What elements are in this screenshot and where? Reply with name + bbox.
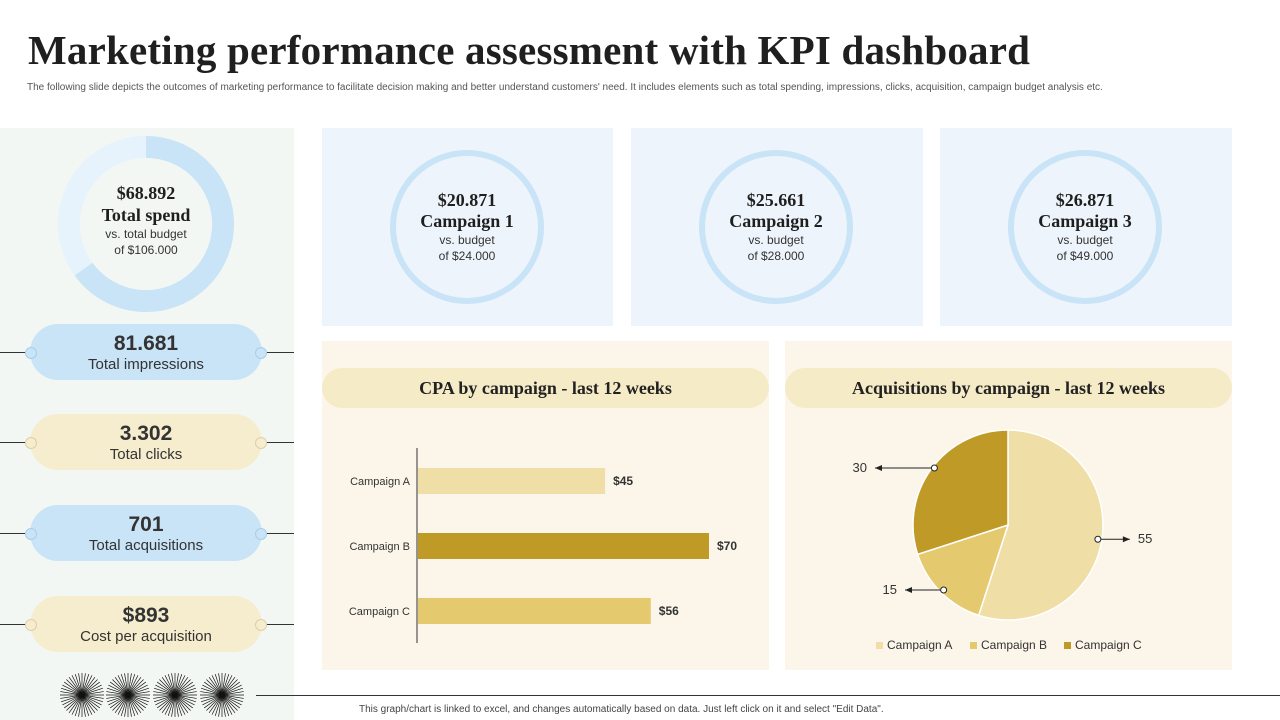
metric-label: Cost per acquisition bbox=[80, 628, 212, 645]
leader-dot bbox=[1094, 535, 1102, 543]
total-spend-sub1: vs. total budget bbox=[105, 227, 187, 241]
pill-dot bbox=[25, 619, 37, 631]
total-spend-sub2: of $106.000 bbox=[114, 243, 178, 257]
bar bbox=[418, 598, 651, 624]
campaign-sub1: vs. budget bbox=[748, 233, 804, 247]
campaign-sub2: of $24.000 bbox=[438, 249, 496, 263]
category-label: Campaign C bbox=[349, 606, 410, 618]
data-label: 15 bbox=[883, 582, 897, 597]
campaign-ring bbox=[390, 150, 544, 304]
campaign-name: Campaign 1 bbox=[420, 211, 514, 231]
page-title: Marketing performance assessment with KP… bbox=[28, 27, 1031, 73]
total-spend-value: $68.892 bbox=[116, 183, 176, 203]
legend-swatch bbox=[970, 642, 977, 649]
leader-dot bbox=[940, 586, 948, 594]
cpa-chart-title: CPA by campaign - last 12 weeks bbox=[322, 368, 769, 408]
data-label: $70 bbox=[717, 539, 737, 553]
metric-cost-per-acquisition: $893 Cost per acquisition bbox=[25, 596, 267, 652]
campaign-value: $25.661 bbox=[746, 190, 806, 210]
legend-swatch bbox=[1064, 642, 1071, 649]
campaign-value: $26.871 bbox=[1055, 190, 1115, 210]
legend-label: Campaign C bbox=[1075, 638, 1142, 652]
data-label: $56 bbox=[659, 604, 679, 618]
leader-arrow bbox=[1122, 536, 1130, 543]
campaign-sub2: of $49.000 bbox=[1056, 249, 1114, 263]
legend-swatch bbox=[876, 642, 883, 649]
metric-value: 701 bbox=[128, 513, 164, 536]
metric-label: Total acquisitions bbox=[88, 537, 204, 554]
campaign-card-text: $20.871 Campaign 1 vs. budget of $24.000 bbox=[402, 190, 532, 264]
campaign-sub1: vs. budget bbox=[1057, 233, 1113, 247]
campaign-ring bbox=[699, 150, 853, 304]
campaign-name: Campaign 3 bbox=[1038, 211, 1132, 231]
bar bbox=[418, 468, 606, 494]
campaign-sub1: vs. budget bbox=[439, 233, 495, 247]
campaign-card-text: $25.661 Campaign 2 vs. budget of $28.000 bbox=[711, 190, 841, 264]
starburst-icon bbox=[153, 673, 197, 717]
data-label: $45 bbox=[613, 474, 633, 488]
metric-value: 3.302 bbox=[119, 422, 173, 445]
category-label: Campaign B bbox=[349, 541, 410, 553]
campaign-card-text: $26.871 Campaign 3 vs. budget of $49.000 bbox=[1020, 190, 1150, 264]
campaign-3-card: $26.871 Campaign 3 vs. budget of $49.000 bbox=[940, 128, 1232, 326]
metric-clicks: 3.302 Total clicks bbox=[25, 414, 267, 470]
metric-label: Total impressions bbox=[88, 356, 204, 373]
metric-value: 81.681 bbox=[113, 332, 179, 355]
total-spend-label: Total spend bbox=[101, 205, 191, 225]
legend-label: Campaign A bbox=[887, 638, 953, 652]
pill-dot bbox=[25, 437, 37, 449]
footer-note: This graph/chart is linked to excel, and… bbox=[359, 704, 884, 715]
acquisitions-chart-title: Acquisitions by campaign - last 12 weeks bbox=[785, 368, 1232, 408]
campaign-sub2: of $28.000 bbox=[747, 249, 805, 263]
footer-divider bbox=[256, 695, 1280, 696]
legend-item-campaign-c: Campaign C bbox=[1064, 638, 1142, 652]
leader-arrow bbox=[905, 587, 912, 593]
cpa-bar-chart: Campaign A $45 Campaign B $70 Campaign C $56 bbox=[349, 448, 737, 643]
metric-label: Total clicks bbox=[109, 446, 183, 463]
campaign-2-card: $25.661 Campaign 2 vs. budget of $28.000 bbox=[631, 128, 923, 326]
legend-item-campaign-a: Campaign A bbox=[876, 638, 952, 652]
decorative-starbursts bbox=[60, 673, 244, 717]
legend-label: Campaign B bbox=[981, 638, 1048, 652]
pill-dot bbox=[25, 347, 37, 359]
pill-dot bbox=[255, 437, 267, 449]
bar bbox=[418, 533, 709, 559]
page-subtitle: The following slide depicts the outcomes… bbox=[27, 82, 1103, 93]
pill-dot bbox=[25, 528, 37, 540]
legend-item-campaign-b: Campaign B bbox=[970, 638, 1047, 652]
pill-dot bbox=[255, 528, 267, 540]
leader-arrow bbox=[875, 465, 882, 471]
campaign-name: Campaign 2 bbox=[729, 211, 823, 231]
total-spend-text: $68.892 Total spend vs. total budget of … bbox=[76, 182, 216, 258]
leader-dot bbox=[930, 464, 938, 472]
data-label: 30 bbox=[853, 460, 867, 475]
pill-dot bbox=[255, 347, 267, 359]
metric-value: $893 bbox=[122, 604, 170, 627]
pill-dot bbox=[255, 619, 267, 631]
metric-acquisitions: 701 Total acquisitions bbox=[25, 505, 267, 561]
metric-impressions: 81.681 Total impressions bbox=[25, 324, 267, 380]
campaign-ring bbox=[1008, 150, 1162, 304]
starburst-icon bbox=[106, 673, 150, 717]
starburst-icon bbox=[200, 673, 244, 717]
campaign-value: $20.871 bbox=[437, 190, 497, 210]
campaign-1-card: $20.871 Campaign 1 vs. budget of $24.000 bbox=[322, 128, 613, 326]
total-spend-donut bbox=[58, 136, 234, 312]
pie-slice bbox=[977, 429, 1104, 621]
acquisitions-pie-chart: 55 15 30 bbox=[853, 429, 1152, 621]
data-label: 55 bbox=[1138, 531, 1152, 546]
starburst-icon bbox=[60, 673, 104, 717]
category-label: Campaign A bbox=[350, 476, 411, 488]
